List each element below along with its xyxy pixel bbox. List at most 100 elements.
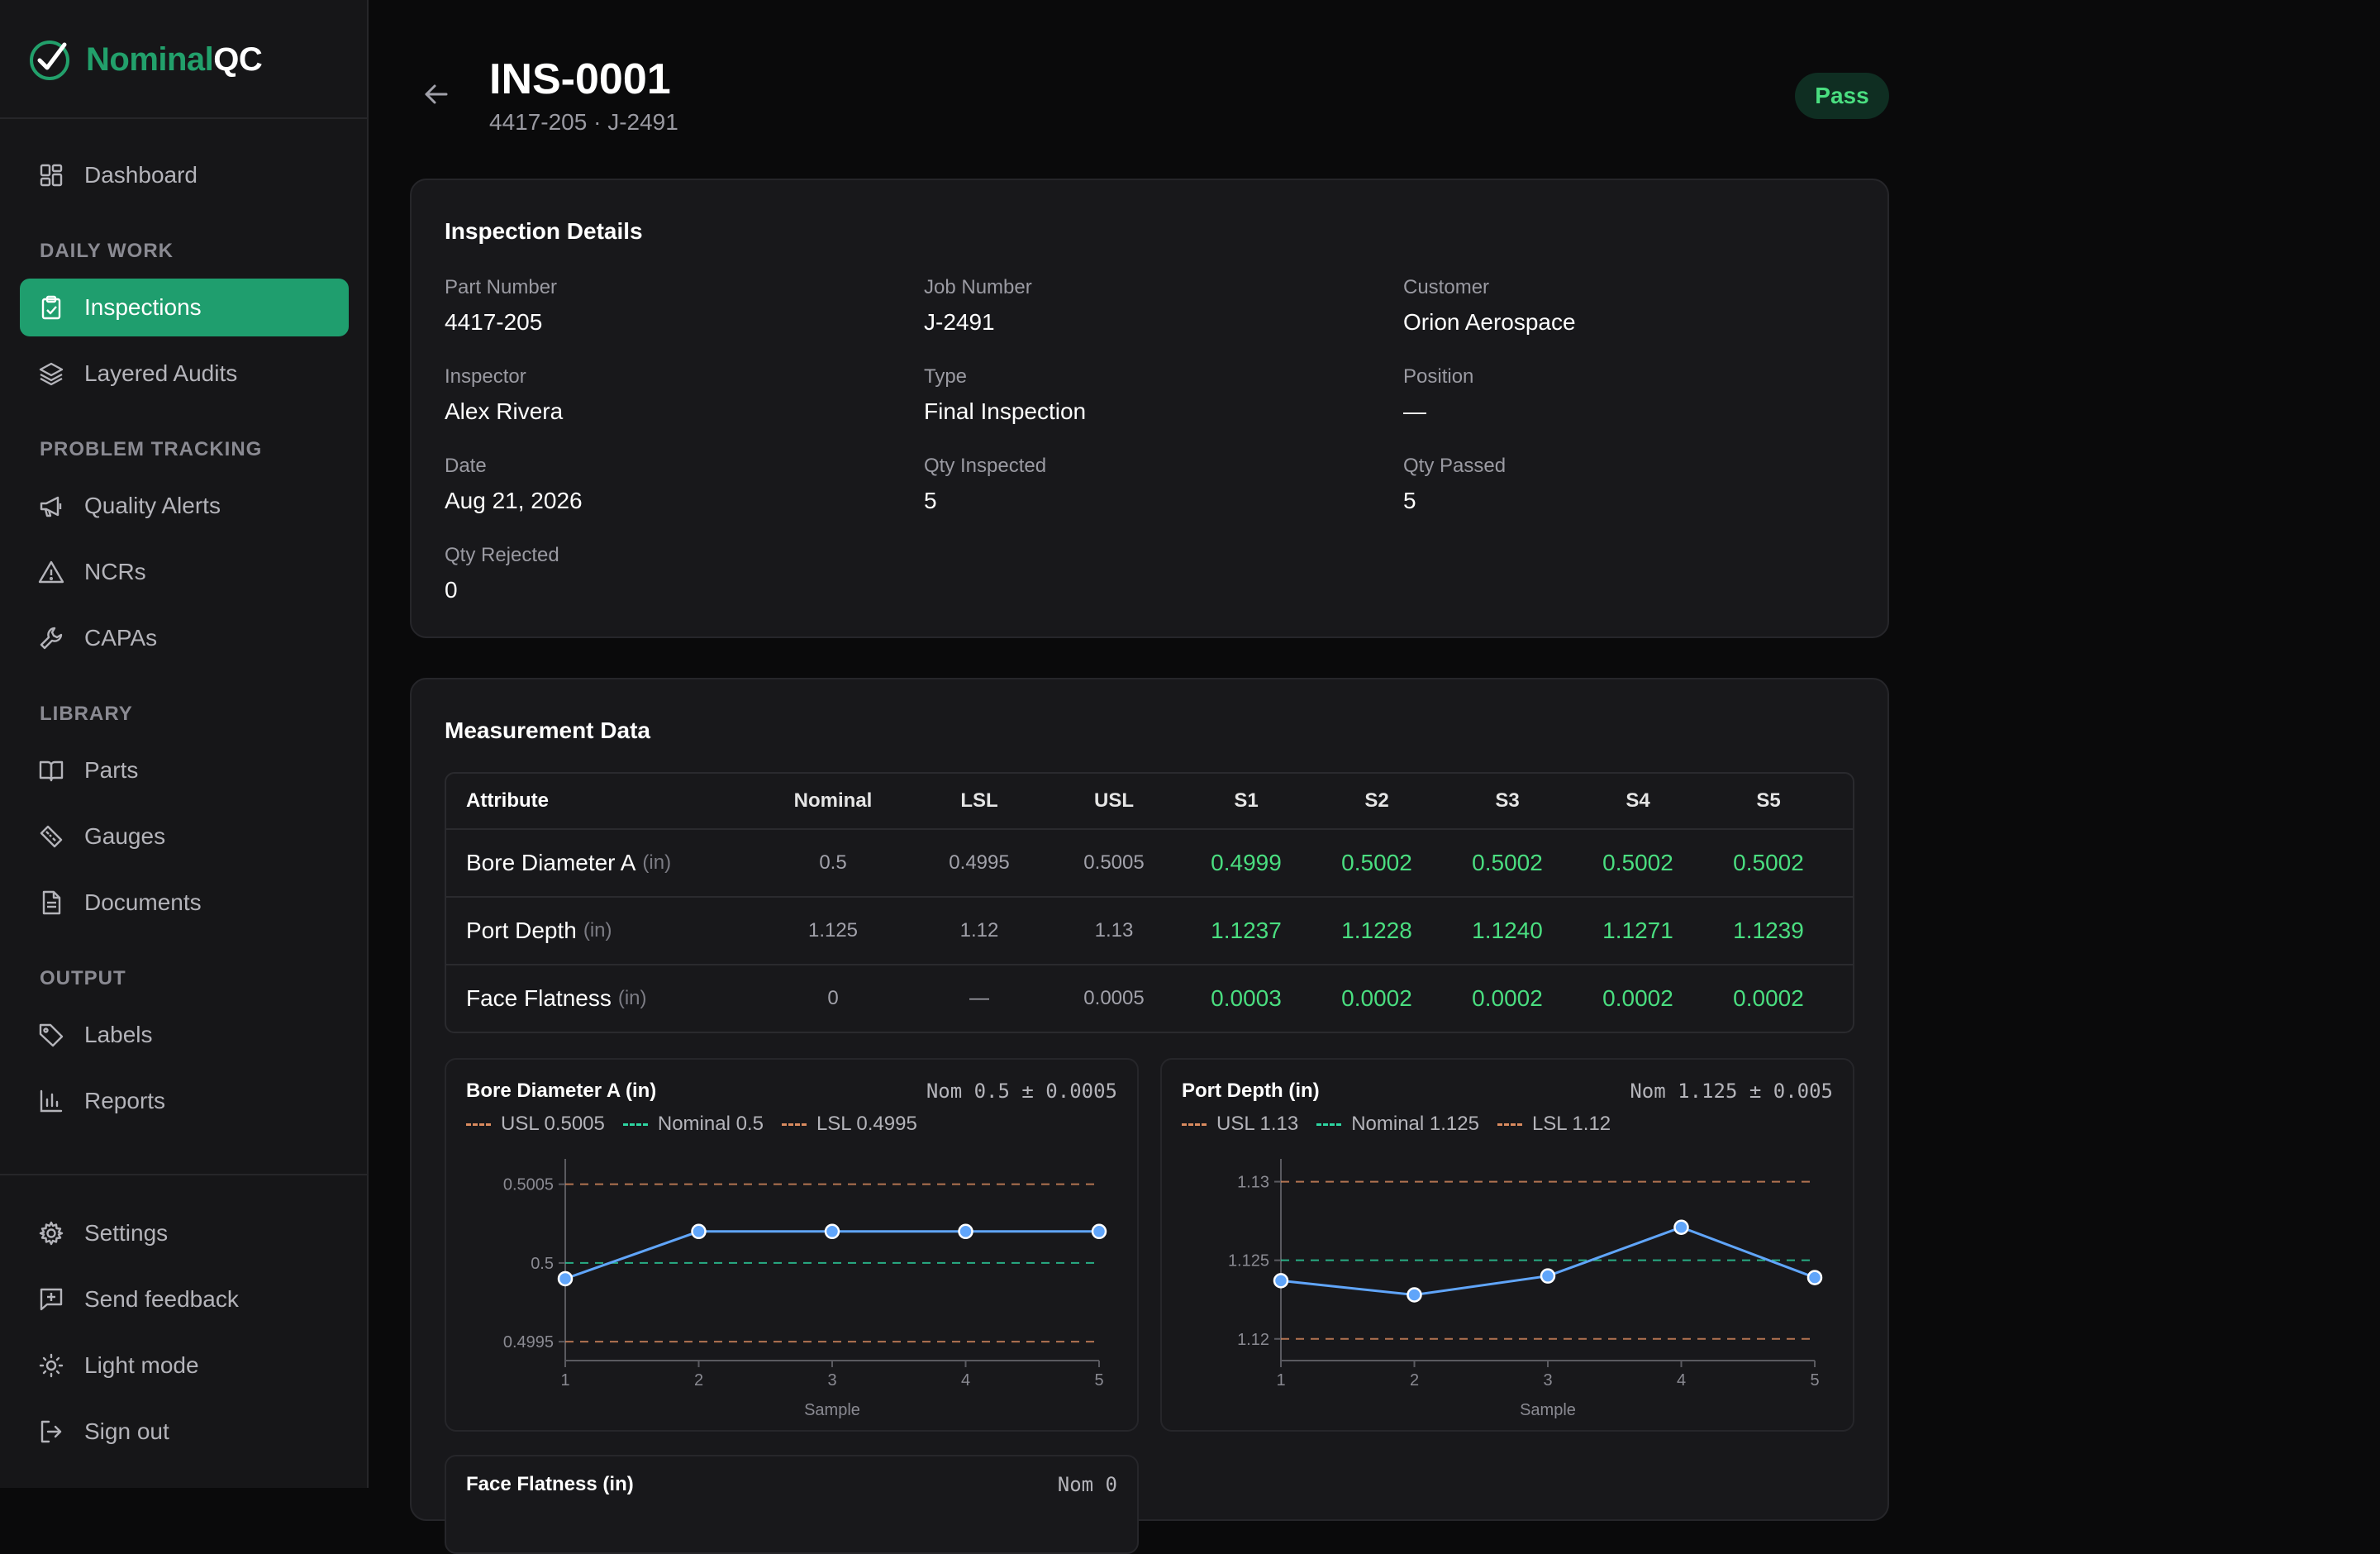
sidebar-item-label: NCRs: [84, 559, 146, 584]
column-header: S1: [1234, 789, 1259, 812]
sidebar-item-label: Reports: [84, 1088, 166, 1113]
sidebar-item-label: CAPAs: [84, 625, 158, 651]
sidebar-divider: [0, 117, 369, 119]
data-point: [1273, 1273, 1289, 1289]
field-label: Part Number: [445, 276, 558, 298]
card-title: Measurement Data: [445, 717, 650, 743]
sample-cell: 0.0002: [1602, 985, 1673, 1011]
field-label: Qty Passed: [1403, 455, 1507, 477]
chart-nominal-text: Nom 0: [1057, 1473, 1117, 1496]
table-row: Face Flatness (in) 0 — 0.0005 0.0003 0.00…: [446, 964, 1853, 1032]
nominal-cell: 0.5: [819, 851, 847, 874]
data-point: [824, 1223, 840, 1240]
table-row: Bore Diameter A (in) 0.5 0.4995 0.5005 0.…: [446, 828, 1853, 896]
x-tick-label: 5: [1810, 1371, 1819, 1390]
sidebar-item-parts[interactable]: Parts: [20, 741, 349, 799]
legend-label: LSL 0.4995: [816, 1113, 917, 1135]
field-value: —: [1403, 398, 1426, 424]
y-tick-label: 0.5: [531, 1255, 554, 1273]
chart-nominal-text: Nom 0.5 ± 0.0005: [926, 1080, 1117, 1103]
field-part-number: Part Number 4417-205: [445, 276, 557, 336]
legend-item-nominal: Nominal 1.125: [1316, 1113, 1479, 1136]
y-tick-label: 1.125: [1228, 1252, 1269, 1270]
sidebar-item-light-mode[interactable]: Light mode: [20, 1337, 349, 1394]
y-tick-label: 1.12: [1237, 1331, 1269, 1349]
sidebar-item-inspections[interactable]: Inspections: [20, 279, 349, 336]
chart-card-port-depth: Port Depth (in) Nom 1.125 ± 0.005 USL 1.…: [1160, 1058, 1854, 1432]
field-position: Position —: [1403, 365, 1473, 425]
data-point: [1673, 1219, 1689, 1235]
brand-name-part2: QC: [213, 41, 263, 78]
sidebar-item-sign-out[interactable]: Sign out: [20, 1403, 349, 1461]
section-output: OUTPUT: [40, 967, 126, 989]
sample-cell: 0.0002: [1472, 985, 1543, 1011]
x-tick-label: 4: [961, 1371, 970, 1390]
data-point: [1091, 1223, 1107, 1240]
sidebar-item-capas[interactable]: CAPAs: [20, 609, 349, 667]
column-header: S5: [1756, 789, 1781, 812]
legend-swatch: [1182, 1123, 1207, 1126]
sidebar-item-label: Labels: [84, 1022, 153, 1047]
x-tick-label: 3: [827, 1371, 836, 1390]
sidebar-item-label: Settings: [84, 1220, 169, 1246]
field-value: 5: [1403, 488, 1416, 513]
field-value: J-2491: [924, 309, 995, 335]
sidebar-item-layered-audits[interactable]: Layered Audits: [20, 345, 349, 403]
sidebar-item-labels[interactable]: Labels: [20, 1006, 349, 1064]
clipboard-check-icon: [38, 294, 64, 321]
field-qty-passed: Qty Passed 5: [1403, 455, 1506, 514]
field-value: 5: [924, 488, 937, 513]
sidebar-item-label: Quality Alerts: [84, 493, 221, 518]
measurement-data-card: Measurement Data Attribute Nominal LSL U…: [410, 678, 1889, 1554]
data-point: [557, 1270, 574, 1287]
wrench-icon: [38, 625, 64, 651]
field-job-number: Job Number J-2491: [924, 276, 1032, 336]
legend-item-nominal: Nominal 0.5: [622, 1113, 764, 1136]
field-label: Type: [924, 365, 968, 388]
data-point: [1407, 1287, 1422, 1303]
sidebar-item-reports[interactable]: Reports: [20, 1072, 349, 1130]
column-header: S3: [1495, 789, 1520, 812]
y-tick-label: 1.13: [1237, 1174, 1269, 1192]
sidebar-item-settings[interactable]: Settings: [20, 1204, 349, 1262]
usl-cell: 0.5005: [1083, 851, 1145, 874]
nominal-cell: 1.125: [807, 919, 859, 941]
chart-title: Face Flatness (in): [466, 1473, 634, 1495]
brand-logo[interactable]: NominalQC: [28, 38, 263, 81]
legend-swatch: [622, 1123, 648, 1126]
data-point: [1806, 1270, 1823, 1285]
sidebar-item-documents[interactable]: Documents: [20, 874, 349, 932]
sidebar-item-dashboard[interactable]: Dashboard: [20, 146, 349, 204]
dashboard-icon: [38, 162, 64, 188]
legend-swatch: [1497, 1123, 1522, 1126]
legend-item-usl: USL 0.5005: [466, 1113, 605, 1136]
legend-swatch: [1316, 1123, 1342, 1126]
x-axis-label: Sample: [1520, 1401, 1576, 1419]
sample-cell: 0.4999: [1211, 850, 1282, 875]
sample-cell: 0.0003: [1211, 985, 1282, 1011]
field-customer: Customer Orion Aerospace: [1403, 276, 1576, 336]
attribute-cell: Port Depth (in): [466, 898, 612, 964]
field-label: Customer: [1403, 276, 1490, 298]
sidebar-item-label: Layered Audits: [84, 360, 238, 386]
back-arrow-icon[interactable]: [421, 79, 451, 109]
field-label: Position: [1403, 365, 1474, 388]
field-inspector: Inspector Alex Rivera: [445, 365, 563, 425]
sidebar-item-ncrs[interactable]: NCRs: [20, 543, 349, 601]
sidebar-item-gauges[interactable]: Gauges: [20, 808, 349, 865]
book-open-icon: [38, 757, 64, 784]
section-daily-work: DAILY WORK: [40, 240, 174, 262]
attribute-unit: (in): [642, 851, 672, 874]
sun-icon: [38, 1352, 64, 1379]
sidebar-item-quality-alerts[interactable]: Quality Alerts: [20, 477, 349, 535]
chart-title: Port Depth (in): [1182, 1080, 1320, 1102]
field-value: Alex Rivera: [445, 398, 564, 424]
sidebar-item-label: Send feedback: [84, 1286, 239, 1312]
legend-item-usl: USL 1.13: [1182, 1113, 1298, 1136]
sidebar-item-label: Documents: [84, 889, 202, 915]
sidebar-item-send-feedback[interactable]: Send feedback: [20, 1270, 349, 1328]
nominal-cell: 0: [827, 987, 839, 1009]
lsl-cell: —: [969, 987, 989, 1009]
chart-plot: 0.5005 0.5 0.4995 1 2 3 4 5 Sample: [503, 1159, 1107, 1419]
attribute-name: Bore Diameter A: [466, 850, 636, 875]
